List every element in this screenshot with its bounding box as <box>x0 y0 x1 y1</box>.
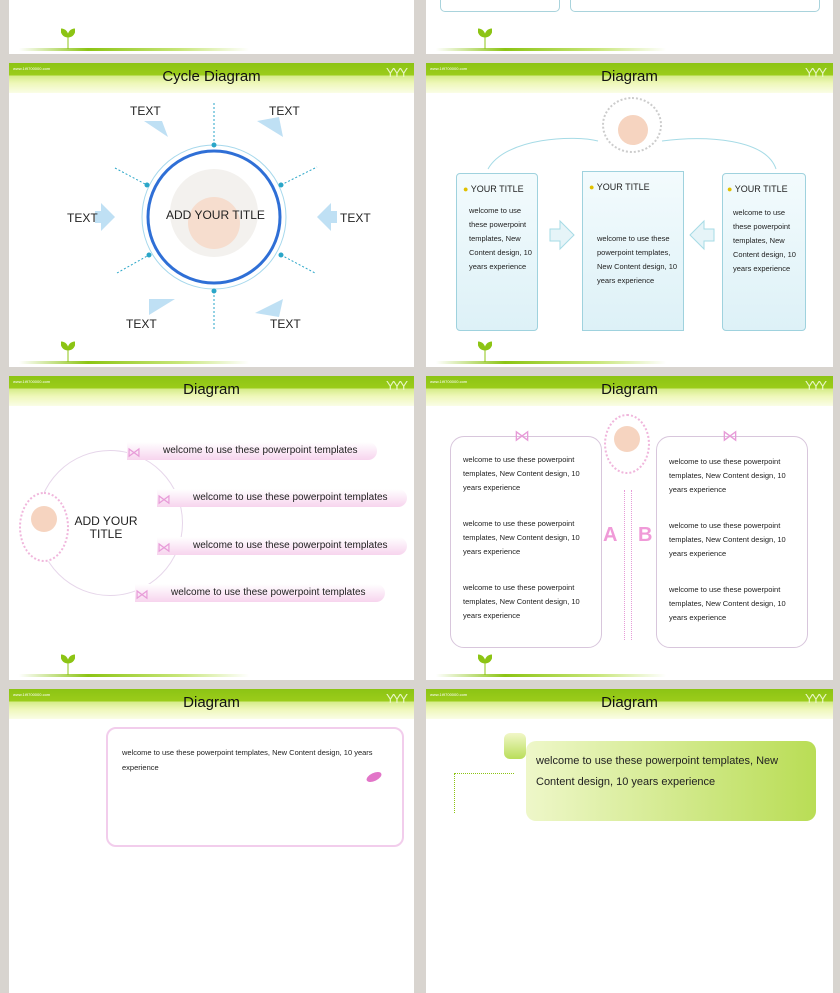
card-text: welcome to use these powerpoint template… <box>469 206 532 271</box>
slide-title: Diagram <box>183 694 240 711</box>
card-text: welcome to use these powerpoint template… <box>733 208 796 273</box>
card-title: ● YOUR TITLE <box>589 182 650 192</box>
slide-title: Diagram <box>601 68 658 85</box>
dotted-connector <box>454 773 514 813</box>
ground-line <box>19 674 249 677</box>
sheep-mascot-image <box>602 97 662 153</box>
ground-line <box>436 674 666 677</box>
slide-header <box>9 376 414 406</box>
slide-title: Diagram <box>601 381 658 398</box>
ground-line <box>436 361 666 364</box>
sprout-icon <box>61 28 75 49</box>
ribbon-item: ⋈ welcome to use these powerpoint templat… <box>127 442 377 460</box>
slide-title: Cycle Diagram <box>162 68 261 85</box>
sheep-mascot-image <box>19 492 69 562</box>
letter-b: B <box>638 524 653 546</box>
slide-diagram-scrolls[interactable]: www.1t9700000.com Diagram YYY ● YOUR TIT… <box>426 63 833 367</box>
pot-sprout-icon <box>504 733 526 759</box>
image-box <box>440 0 560 12</box>
cycle-label: TEXT <box>340 211 371 225</box>
ribbon-item: ⋈ welcome to use these powerpoint templat… <box>157 489 407 507</box>
cycle-label: TEXT <box>270 317 301 331</box>
url-text: www.1t9700000.com <box>13 66 51 71</box>
sprout-icon <box>478 654 492 675</box>
ground-line <box>19 361 249 364</box>
left-box: welcome to use these powerpoint template… <box>450 436 602 648</box>
center-title: ADD YOUR TITLE <box>74 514 138 541</box>
scroll-card: ● YOUR TITLE welcome to use these powerp… <box>582 171 684 331</box>
connector-arc <box>487 137 777 251</box>
slide-diagram-pink-box[interactable]: www.1t9700000.com Diagram YYY welcome to… <box>9 689 414 993</box>
slide-diagram-ribbons[interactable]: www.1t9700000.com Diagram YYY ADD YOUR T… <box>9 376 414 680</box>
url-text: www.1t9700000.com <box>430 692 468 697</box>
sheep-mascot-image <box>604 414 650 474</box>
sprout-icon <box>61 654 75 675</box>
card-text: welcome to use these powerpoint template… <box>597 234 678 285</box>
scroll-card: ● YOUR TITLE welcome to use these powerp… <box>722 173 806 331</box>
sprout-icon <box>478 341 492 362</box>
ribbon-item: ⋈ welcome to use these powerpoint templat… <box>157 537 407 555</box>
right-box: welcome to use these powerpoint template… <box>656 436 808 648</box>
sprouts-decoration-icon: YYY <box>804 65 827 80</box>
ground-line <box>19 48 249 51</box>
slide-thumbnail-partial-2[interactable] <box>426 0 833 54</box>
text-box <box>570 0 820 12</box>
cycle-label: TEXT <box>130 104 161 118</box>
sprouts-decoration-icon: YYY <box>804 378 827 393</box>
slide-header <box>426 689 833 719</box>
slide-header <box>9 689 414 719</box>
badge-icon: ● <box>589 182 595 192</box>
cycle-graphic <box>95 103 337 329</box>
cycle-label: TEXT <box>126 317 157 331</box>
badge-icon: ● <box>727 184 733 194</box>
slide-thumbnail-partial-1[interactable] <box>9 0 414 54</box>
scroll-card: ● YOUR TITLE welcome to use these powerp… <box>456 173 538 331</box>
cycle-center-title: ADD YOUR TITLE <box>166 208 265 222</box>
badge-icon: ● <box>463 184 469 194</box>
slide-header <box>426 63 833 93</box>
url-text: www.1t9700000.com <box>13 692 51 697</box>
ground-line <box>436 48 666 51</box>
dotted-divider <box>624 490 632 640</box>
sprouts-decoration-icon: YYY <box>385 65 408 80</box>
slide-diagram-green-box[interactable]: www.1t9700000.com Diagram YYY welcome to… <box>426 689 833 993</box>
bow-icon: ⋈ <box>157 539 171 555</box>
slide-title: Diagram <box>601 694 658 711</box>
sprout-icon <box>478 28 492 49</box>
cycle-label: TEXT <box>67 211 98 225</box>
url-text: www.1t9700000.com <box>430 66 468 71</box>
sprouts-decoration-icon: YYY <box>385 378 408 393</box>
bow-icon: ⋈ <box>722 428 738 445</box>
bow-icon: ⋈ <box>135 586 149 602</box>
sprouts-decoration-icon: YYY <box>385 691 408 706</box>
url-text: www.1t9700000.com <box>13 379 51 384</box>
slide-cycle-diagram[interactable]: www.1t9700000.com Cycle Diagram YYY TEXT… <box>9 63 414 367</box>
green-text-box: welcome to use these powerpoint template… <box>526 741 816 821</box>
card-title: ● YOUR TITLE <box>463 184 524 194</box>
pink-text-box: welcome to use these powerpoint template… <box>106 727 404 847</box>
slide-header <box>426 376 833 406</box>
sprouts-decoration-icon: YYY <box>804 691 827 706</box>
slide-header <box>9 63 414 93</box>
card-title: ● YOUR TITLE <box>727 184 788 194</box>
slide-diagram-ab[interactable]: www.1t9700000.com Diagram YYY welcome to… <box>426 376 833 680</box>
bow-icon: ⋈ <box>127 444 141 460</box>
slide-title: Diagram <box>183 381 240 398</box>
bow-icon: ⋈ <box>157 491 171 507</box>
bow-icon: ⋈ <box>514 428 530 445</box>
url-text: www.1t9700000.com <box>430 379 468 384</box>
letter-a: A <box>603 524 618 546</box>
sprout-icon <box>61 341 75 362</box>
cycle-label: TEXT <box>269 104 300 118</box>
ribbon-item: ⋈ welcome to use these powerpoint templat… <box>135 584 385 602</box>
